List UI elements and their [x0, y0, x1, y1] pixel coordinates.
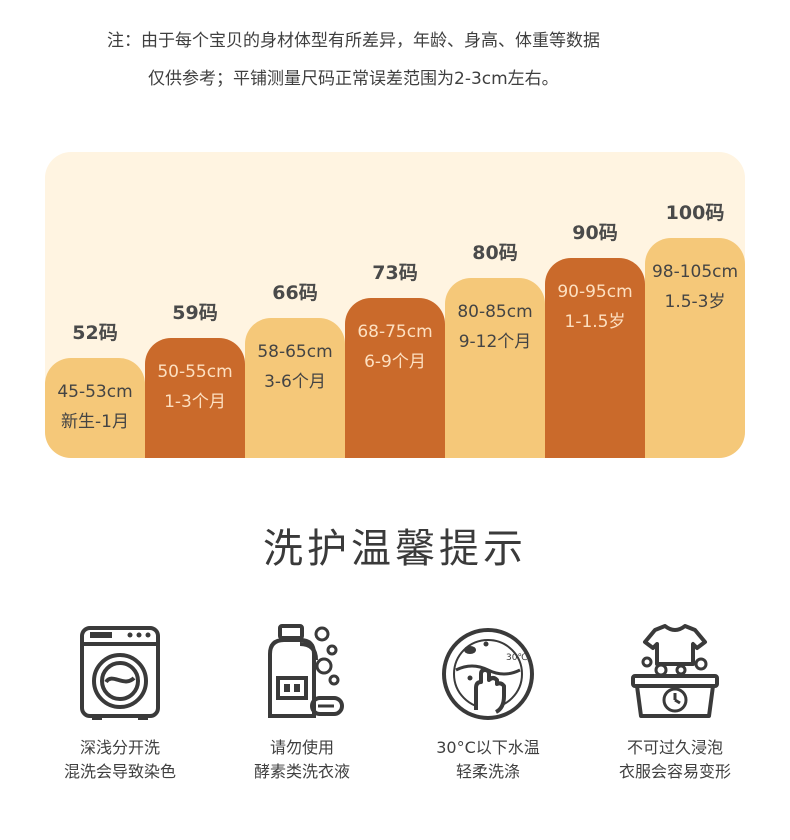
size-age-100: 1.5-3岁	[664, 292, 726, 312]
care-tip-2-line-1: 请勿使用	[269, 738, 334, 757]
care-tip-2-line-2: 酵素类洗衣液	[253, 762, 350, 781]
care-tip-3-line-2: 轻柔洗涤	[455, 762, 520, 781]
size-bar-100: 98-105cm 1.5-3岁	[645, 238, 745, 458]
care-tip-4: 不可过久浸泡 衣服会容易变形	[585, 620, 765, 784]
size-age-59: 1-3个月	[164, 392, 226, 412]
size-bar-90: 90-95cm 1-1.5岁	[545, 258, 645, 458]
size-label-59: 59码	[172, 302, 218, 324]
size-range-73: 68-75cm	[357, 322, 433, 342]
size-age-66: 3-6个月	[264, 372, 326, 392]
soak-basin-icon	[631, 624, 719, 718]
size-range-90: 90-95cm	[557, 282, 633, 302]
care-section-title: 洗护温馨提示	[263, 526, 527, 572]
size-age-90: 1-1.5岁	[564, 312, 626, 332]
size-age-80: 9-12个月	[458, 332, 532, 352]
size-age-52: 新生-1月	[61, 412, 129, 432]
care-tip-2: 请勿使用 酵素类洗衣液	[212, 620, 392, 784]
size-age-73: 6-9个月	[364, 352, 426, 372]
size-note-line-2: 仅供参考；平铺测量尺码正常误差范围为2-3cm左右。	[148, 69, 559, 89]
size-bar-80: 80-85cm 9-12个月	[445, 278, 545, 458]
size-range-80: 80-85cm	[457, 302, 533, 322]
size-bar-73: 68-75cm 6-9个月	[345, 298, 445, 458]
size-label-90: 90码	[572, 222, 618, 244]
care-tip-3: 30℃ 30°C以下水温 轻柔洗涤	[398, 620, 578, 784]
care-tip-3-line-1: 30°C以下水温	[436, 738, 540, 757]
care-tip-4-line-1: 不可过久浸泡	[626, 738, 723, 757]
size-label-80: 80码	[472, 242, 518, 264]
washing-machine-icon	[80, 626, 160, 720]
detergent-bottle-icon	[268, 624, 344, 718]
size-label-100: 100码	[665, 202, 725, 224]
size-range-52: 45-53cm	[57, 382, 133, 402]
size-bar-66: 58-65cm 3-6个月	[245, 318, 345, 458]
care-tip-1: 深浅分开洗 混洗会导致染色	[30, 620, 210, 784]
care-tip-1-line-1: 深浅分开洗	[79, 738, 160, 757]
size-label-52: 52码	[72, 322, 118, 344]
size-note-line-1: 注：由于每个宝贝的身材体型有所差异，年龄、身高、体重等数据	[107, 31, 600, 51]
size-range-66: 58-65cm	[257, 342, 333, 362]
size-chart-panel: 45-53cm 新生-1月 52码 50-55cm 1-3个月 59码 58-6…	[45, 152, 745, 458]
temperature-badge: 30℃	[506, 653, 528, 663]
size-bar-59: 50-55cm 1-3个月	[145, 338, 245, 458]
size-bar-52: 45-53cm 新生-1月	[45, 358, 145, 458]
size-range-59: 50-55cm	[157, 362, 233, 382]
size-label-66: 66码	[272, 282, 318, 304]
hand-wash-icon: 30℃	[442, 628, 534, 720]
care-tip-4-line-2: 衣服会容易变形	[618, 762, 731, 781]
care-tip-1-line-2: 混洗会导致染色	[63, 762, 176, 781]
size-range-100: 98-105cm	[651, 262, 739, 282]
size-label-73: 73码	[372, 262, 418, 284]
